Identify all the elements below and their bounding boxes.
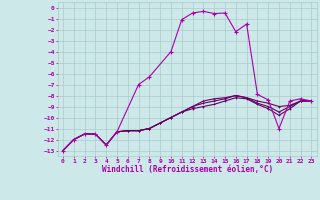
X-axis label: Windchill (Refroidissement éolien,°C): Windchill (Refroidissement éolien,°C) bbox=[102, 165, 273, 174]
